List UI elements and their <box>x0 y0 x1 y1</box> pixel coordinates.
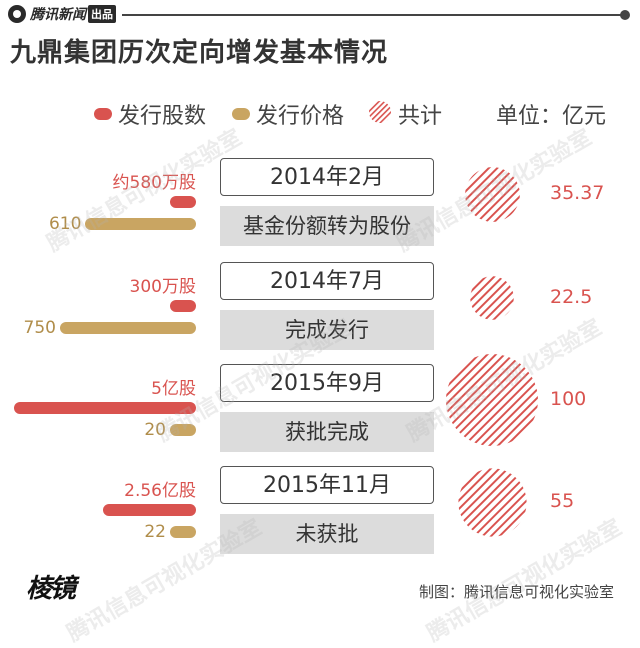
status-box: 获批完成 <box>220 412 434 452</box>
brand-tag: 出品 <box>88 5 116 23</box>
tencent-news-logo-icon <box>8 5 26 23</box>
legend-total-swatch-icon <box>369 101 391 123</box>
shares-label: 300万股 <box>129 277 196 297</box>
legend-shares-swatch <box>94 108 112 120</box>
price-bar <box>85 218 196 230</box>
chart-title: 九鼎集团历次定向增发基本情况 <box>10 38 389 68</box>
legend-price-label: 发行价格 <box>256 104 345 129</box>
shares-bar <box>102 504 196 516</box>
price-bar <box>170 424 196 436</box>
shares-bar <box>170 196 196 208</box>
date-box: 2015年9月 <box>220 364 434 402</box>
shares-label: 5亿股 <box>151 379 196 399</box>
date-box: 2014年7月 <box>220 262 434 300</box>
total-label: 35.37 <box>550 182 605 204</box>
total-circle <box>464 166 520 222</box>
status-box: 未获批 <box>220 514 434 554</box>
brand-name: 腾讯新闻 <box>30 7 86 23</box>
top-divider-line <box>122 14 622 16</box>
total-label: 22.5 <box>550 286 593 308</box>
shares-label: 约580万股 <box>112 173 196 193</box>
total-label: 55 <box>550 490 575 512</box>
shares-bar <box>14 402 196 414</box>
date-box: 2014年2月 <box>220 158 434 196</box>
credit-text: 制图：腾讯信息可视化实验室 <box>418 583 614 601</box>
status-box: 基金份额转为股份 <box>220 206 434 246</box>
price-label: 20 <box>144 420 166 440</box>
legend-shares-label: 发行股数 <box>118 104 207 129</box>
top-bar: 腾讯新闻 出品 <box>0 0 640 32</box>
shares-bar <box>170 300 196 312</box>
top-divider-dot-icon <box>620 10 630 20</box>
total-label: 100 <box>550 388 587 410</box>
date-box: 2015年11月 <box>220 466 434 504</box>
shares-label: 2.56亿股 <box>124 481 196 501</box>
price-bar <box>60 322 196 334</box>
price-label: 22 <box>144 522 166 542</box>
total-circle <box>470 276 514 320</box>
legend-price-swatch <box>232 108 250 120</box>
legend-total-label: 共计 <box>398 104 443 129</box>
leng-jing-logo: 棱镜 <box>26 574 76 604</box>
price-label: 610 <box>48 214 82 234</box>
total-circle <box>457 467 527 537</box>
status-box: 完成发行 <box>220 310 434 350</box>
legend: 发行股数 发行价格 共计 单位：亿元 <box>0 96 640 132</box>
total-circle <box>446 354 538 446</box>
price-label: 750 <box>23 318 56 338</box>
price-bar <box>170 526 196 538</box>
unit-label: 单位：亿元 <box>496 104 607 129</box>
